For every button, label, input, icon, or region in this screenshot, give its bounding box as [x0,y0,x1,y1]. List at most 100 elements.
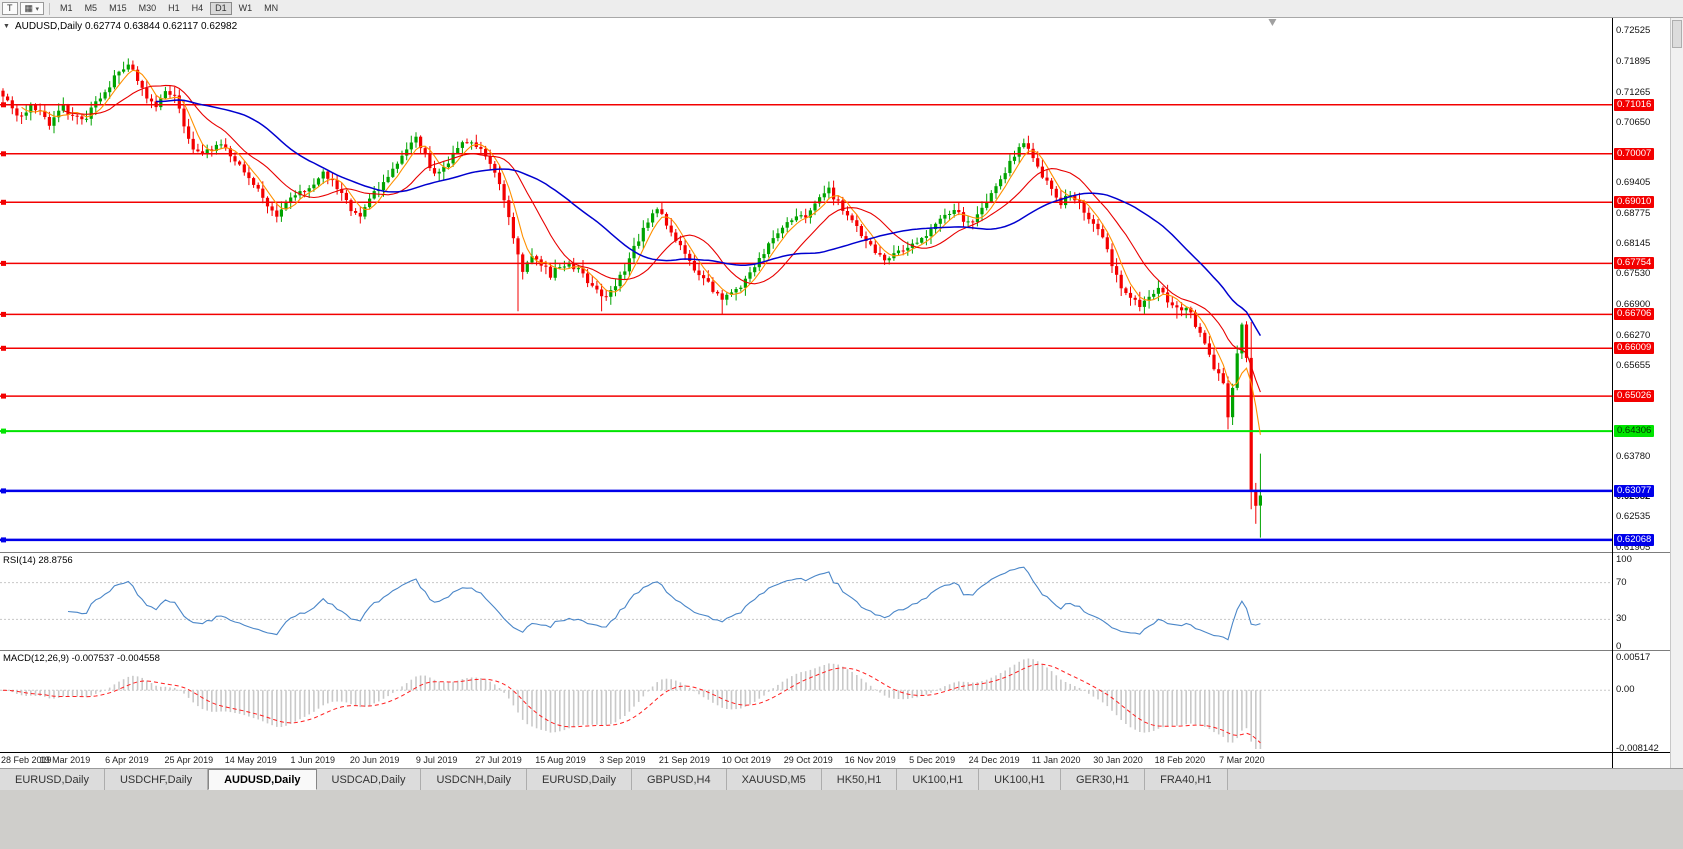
timeframe-group: M1 M5 M15 M30 H1 H4 D1 W1 MN [55,1,283,16]
chart-header: ▼ AUDUSD,Daily 0.62774 0.63844 0.62117 0… [3,21,237,32]
macd-axis-label: 0.00517 [1616,652,1651,663]
price-line-badge: 0.66706 [1614,308,1655,321]
timeframe-button-h4[interactable]: H4 [187,2,209,16]
symbol-tab-hk50-h1[interactable]: HK50,H1 [821,769,898,790]
rsi-axis-label: 30 [1616,613,1627,625]
price-line-badge: 0.69010 [1614,196,1655,209]
main-chart-canvas[interactable] [0,18,1612,552]
chart-shift-marker [1268,19,1277,26]
pointer-tool-button[interactable]: T [2,1,18,16]
date-label: 21 Sep 2019 [658,755,710,765]
date-label: 14 May 2019 [224,755,277,765]
macd-title: MACD(12,26,9) -0.007537 -0.004558 [3,653,160,664]
price-line-badge: 0.65026 [1614,390,1655,403]
axis-separator [1613,752,1670,753]
price-tick: 0.72525 [1616,25,1651,37]
price-line-badge: 0.62068 [1614,533,1655,546]
date-label: 9 Jul 2019 [415,755,458,765]
price-tick: 0.65655 [1616,359,1651,371]
symbol-tab-usdcnh-daily[interactable]: USDCNH,Daily [421,769,528,790]
date-label: 10 Oct 2019 [721,755,771,765]
timeframe-button-m15[interactable]: M15 [104,2,132,16]
price-tick: 0.71895 [1616,56,1651,67]
timeframe-button-m5[interactable]: M5 [80,2,103,16]
date-label: 27 Jul 2019 [475,755,522,765]
macd-canvas[interactable] [0,651,1612,752]
toolbar-separator [49,2,51,15]
chart-collapse-icon[interactable]: ▼ [3,23,10,30]
price-line-badge: 0.70007 [1614,147,1655,160]
axis-separator [1613,650,1670,651]
panel-separator[interactable] [0,650,1612,651]
date-axis[interactable]: 28 Feb 2019 19 Mar 2019 6 Apr 2019 25 Apr 2… [0,752,1612,768]
rsi-title: RSI(14) 28.8756 [3,555,73,566]
caret-down-icon: ▾ [35,5,40,13]
symbol-tab-ger30-h1[interactable]: GER30,H1 [1060,769,1146,790]
rsi-panel[interactable]: RSI(14) 28.8756 [0,553,1612,650]
symbol-tab-uk100-h1[interactable]: UK100,H1 [897,769,980,790]
date-label: 19 Mar 2019 [39,755,91,765]
price-tick: 0.66900 [1616,298,1651,310]
price-tick: 0.69405 [1616,177,1651,189]
chart-window-button[interactable]: ▦ ▾ [19,1,45,16]
price-line-badge: 0.66009 [1614,342,1655,355]
price-line-badge: 0.67754 [1614,257,1655,270]
price-tick: 0.61905 [1616,541,1651,553]
symbol-tab-eurusd-daily[interactable]: EURUSD,Daily [527,769,632,790]
symbol-tab-eurusd-daily[interactable]: EURUSD,Daily [0,769,105,790]
price-tick: 0.63780 [1616,450,1651,462]
price-line-badge: 0.71016 [1614,98,1655,111]
price-tick: 0.62535 [1616,511,1651,523]
date-label: 6 Apr 2019 [105,755,149,765]
timeframe-button-mn[interactable]: MN [259,2,283,16]
macd-panel[interactable]: MACD(12,26,9) -0.007537 -0.004558 [0,651,1612,752]
symbol-tab-gbpusd-h4[interactable]: GBPUSD,H4 [632,769,727,790]
date-label: 11 Jan 2020 [1031,755,1081,765]
main-chart-panel[interactable]: ▼ AUDUSD,Daily 0.62774 0.63844 0.62117 0… [0,18,1612,552]
symbol-tab-audusd-daily[interactable]: AUDUSD,Daily [208,769,317,790]
scrollbar-thumb[interactable] [1672,20,1682,48]
chart-title: AUDUSD,Daily 0.62774 0.63844 0.62117 0.6… [14,21,238,32]
date-label: 3 Sep 2019 [599,755,646,765]
toolbar: T ▦ ▾ M1 M5 M15 M30 H1 H4 D1 W1 MN [0,0,1683,18]
panel-separator[interactable] [0,552,1612,553]
date-label: 7 Mar 2020 [1219,755,1265,765]
symbol-tab-xauusd-m5[interactable]: XAUUSD,M5 [726,769,822,790]
price-tick: 0.67530 [1616,268,1651,280]
plot-column: ▼ AUDUSD,Daily 0.62774 0.63844 0.62117 0… [0,18,1612,768]
timeframe-button-h1[interactable]: H1 [163,2,185,16]
symbol-tab-usdchf-daily[interactable]: USDCHF,Daily [104,769,209,790]
date-label: 25 Apr 2019 [164,755,214,765]
chart-window-icon: ▦ [24,2,34,13]
date-label: 15 Aug 2019 [535,755,586,765]
date-label: 1 Jun 2019 [290,755,335,765]
macd-axis-label: 0.00 [1616,684,1635,696]
bottom-filler [0,790,1683,849]
price-line-badge: 0.64306 [1614,425,1655,438]
price-axis[interactable]: 0.72525 0.71895 0.71265 0.70650 0.69405 0.687… [1612,18,1670,768]
price-tick: 0.66270 [1616,329,1651,341]
date-label: 5 Dec 2019 [909,755,956,765]
chart-area: ▼ AUDUSD,Daily 0.62774 0.63844 0.62117 0… [0,18,1683,768]
timeframe-button-m30[interactable]: M30 [134,2,162,16]
price-line-badge: 0.63077 [1614,484,1655,497]
rsi-axis-label: 100 [1616,554,1632,565]
date-label: 24 Dec 2019 [968,755,1020,765]
date-label: 16 Nov 2019 [844,755,896,765]
symbol-tab-uk100-h1[interactable]: UK100,H1 [979,769,1061,790]
timeframe-button-d1[interactable]: D1 [210,1,232,16]
date-label: 20 Jun 2019 [349,755,400,765]
vertical-scrollbar[interactable] [1670,18,1683,768]
rsi-axis-label: 70 [1616,576,1627,588]
price-tick: 0.70650 [1616,116,1651,128]
timeframe-button-m1[interactable]: M1 [55,2,78,16]
price-tick: 0.71265 [1616,86,1651,98]
symbol-tab-usdcad-daily[interactable]: USDCAD,Daily [316,769,422,790]
symbol-tab-fra40-h1[interactable]: FRA40,H1 [1145,769,1228,790]
date-label: 18 Feb 2020 [1154,755,1206,765]
timeframe-button-w1[interactable]: W1 [234,2,258,16]
date-label: 28 Feb 2019 [1,755,52,765]
rsi-canvas[interactable] [0,553,1612,650]
date-label: 29 Oct 2019 [783,755,833,765]
chart-tab-bar: EURUSD,Daily USDCHF,Daily AUDUSD,Daily USDC… [0,768,1683,790]
